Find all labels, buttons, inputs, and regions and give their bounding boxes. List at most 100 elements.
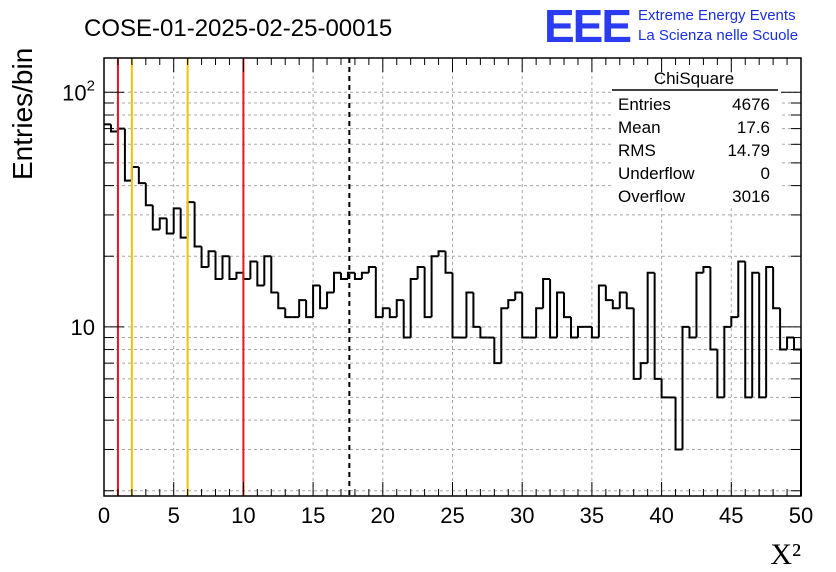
histogram-bin: [514, 291, 523, 301]
histogram-bin: [298, 299, 307, 318]
x-tick-label: 45: [719, 503, 743, 528]
x-tick-label: 35: [580, 503, 604, 528]
histogram-bin: [590, 326, 599, 339]
histogram-bin: [479, 326, 488, 339]
histogram-bin: [681, 325, 690, 450]
histogram-bin: [563, 292, 571, 319]
histogram-bin: [186, 201, 195, 238]
histogram-bin: [646, 271, 655, 364]
histogram-bin: [625, 292, 634, 310]
histogram-bin: [542, 277, 551, 309]
histogram-bin: [137, 167, 146, 185]
histogram-bin: [130, 166, 139, 181]
histogram-bin: [158, 217, 167, 230]
stats-box-background: [612, 88, 780, 206]
histogram-bin: [395, 299, 404, 318]
stats-row-value: 14.79: [727, 141, 770, 160]
histogram-bin: [709, 266, 718, 351]
histogram-bin: [716, 349, 725, 399]
x-tick-label: 5: [168, 503, 180, 528]
histogram-bin: [618, 291, 627, 309]
histogram-bin: [144, 183, 153, 207]
histogram-bin: [737, 260, 746, 318]
histogram-bin: [221, 255, 230, 279]
histogram-bin: [597, 284, 606, 338]
histogram-bin: [751, 271, 760, 398]
x-tick-label: 30: [510, 503, 534, 528]
histogram-bin: [437, 250, 446, 257]
histogram-bin: [472, 292, 481, 328]
histogram-bin: [779, 308, 788, 351]
histogram-bin: [242, 272, 251, 280]
stats-row-label: RMS: [618, 141, 656, 160]
x-tick-label: 25: [440, 503, 464, 528]
histogram-bin: [339, 272, 348, 280]
stats-box: ChiSquare Entries 4676 Mean 17.6 RMS 14.79 Und…: [612, 69, 780, 206]
histogram-bin: [326, 291, 335, 309]
histogram-bin: [305, 300, 314, 319]
histogram-bin: [730, 316, 739, 327]
histogram-bin: [388, 308, 397, 319]
histogram-bin: [639, 362, 648, 379]
histogram-bin: [333, 271, 341, 293]
axes: 0 5 10 15 20 25 30 35 40 45 50 10 102: [62, 57, 813, 528]
x-tick-label: 15: [301, 503, 325, 528]
histogram-bin: [319, 285, 328, 310]
stats-row-value: 3016: [732, 187, 770, 206]
histogram-bin: [723, 325, 732, 398]
histogram-bin: [312, 284, 321, 318]
histogram-bin: [423, 266, 432, 319]
logo-mark: EEE: [544, 0, 630, 52]
marker-lines: [116, 58, 351, 496]
stats-row-label: Underflow: [618, 164, 695, 183]
stats-rows: Entries 4676 Mean 17.6 RMS 14.79 Underflow 0 Ove…: [618, 95, 770, 206]
histogram-bin: [604, 285, 613, 302]
histogram-bin: [263, 255, 272, 286]
histogram-bin: [402, 300, 411, 339]
histogram-bin: [123, 128, 132, 182]
histogram-bin: [556, 291, 565, 338]
x-axis-title: X²: [770, 538, 801, 571]
logo-line-1: Extreme Energy Events: [638, 7, 796, 24]
histogram-bin: [346, 271, 355, 279]
stats-row-value: 0: [761, 164, 770, 183]
histogram-bin: [465, 291, 474, 338]
histogram-bin: [765, 265, 774, 398]
stats-row-label: Mean: [618, 118, 661, 137]
stats-row-value: 17.6: [737, 118, 770, 137]
histogram-bin: [793, 337, 802, 496]
histogram-bin: [444, 251, 453, 274]
histogram-bin: [235, 271, 244, 279]
histogram-bin: [172, 207, 181, 234]
histogram-bin: [451, 272, 460, 339]
histogram-bin: [374, 266, 383, 319]
histogram-bin: [381, 307, 390, 318]
stats-row-label: Entries: [618, 95, 671, 114]
histogram-bin: [549, 278, 558, 339]
histogram-bin: [109, 124, 118, 133]
y-axis-title: Entries/bin: [7, 48, 38, 180]
histogram-bin: [744, 261, 753, 399]
histogram-bin: [151, 205, 160, 231]
x-tick-label: 0: [98, 503, 110, 528]
histogram-bin: [786, 336, 795, 350]
histogram-bin: [277, 292, 286, 310]
stats-row-label: Overflow: [618, 187, 686, 206]
histogram-bin: [688, 326, 697, 339]
histogram-bin: [284, 308, 293, 319]
histogram-bin: [535, 307, 544, 338]
histogram-bin: [165, 218, 174, 235]
histogram-bin: [249, 260, 258, 279]
histogram-series: [104, 123, 802, 496]
histogram-bin: [758, 272, 767, 399]
histogram-bin: [702, 265, 711, 273]
histogram-bin: [576, 325, 585, 338]
histogram-bin: [695, 271, 704, 338]
histogram-bin: [360, 271, 369, 279]
y-tick-label: 10: [71, 315, 95, 340]
histogram-bin: [214, 251, 223, 280]
histogram-bin: [116, 127, 125, 132]
histogram-bin: [228, 256, 237, 280]
run-title: COSE-01-2025-02-25-00015: [84, 15, 392, 42]
